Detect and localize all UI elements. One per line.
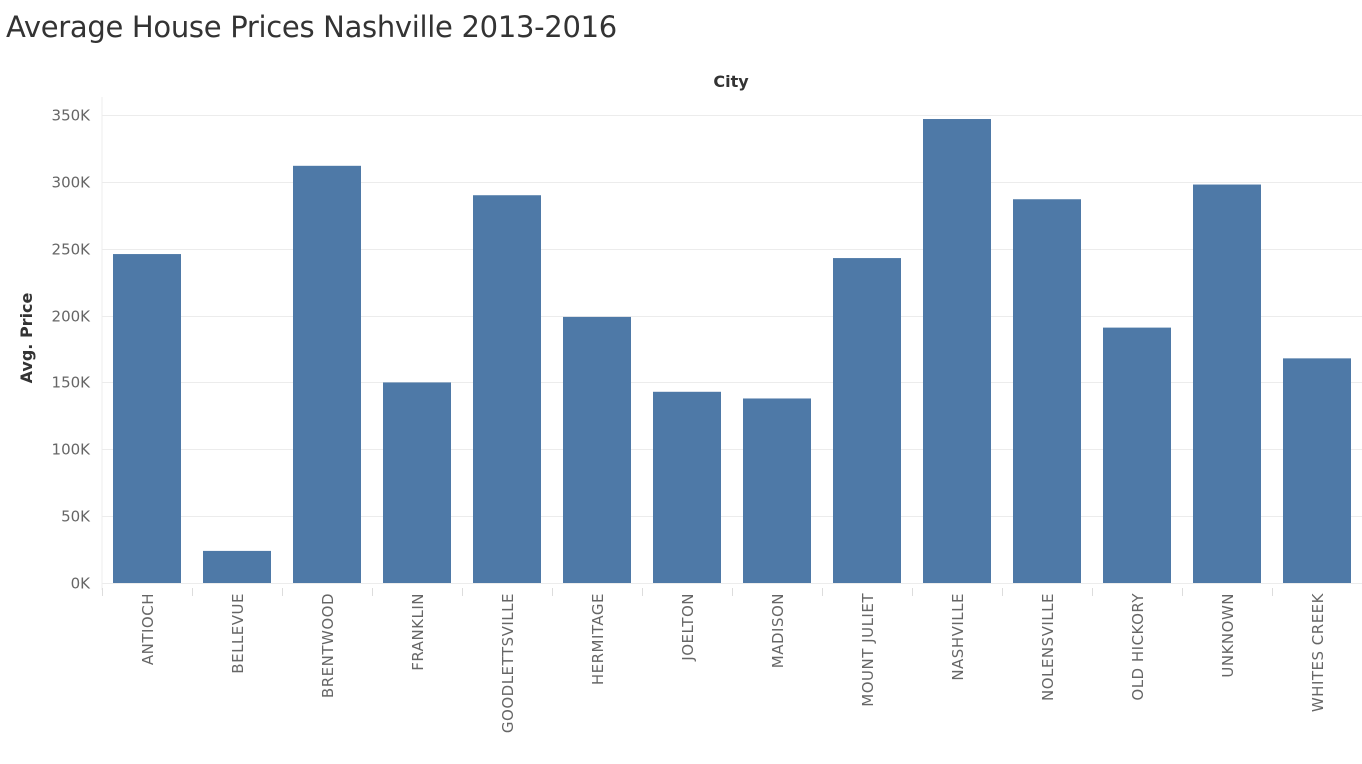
bar-hermitage[interactable]: [563, 316, 631, 583]
x-tick-label: ANTIOCH: [139, 593, 157, 665]
bar-antioch[interactable]: [113, 254, 181, 583]
bar-unknown[interactable]: [1193, 184, 1261, 583]
x-tick-label: MOUNT JULIET: [859, 593, 877, 707]
bar-nashville[interactable]: [923, 119, 991, 584]
bar-madison[interactable]: [743, 398, 811, 583]
y-tick-label: 0K: [71, 575, 92, 593]
bar-whites-creek[interactable]: [1283, 358, 1351, 583]
bars: [113, 119, 1351, 584]
x-axis-ticks: ANTIOCH BELLEVUE BRENTWOOD FRANKLIN GOODLETT…: [102, 588, 1327, 733]
y-axis-title: Avg. Price: [17, 292, 36, 383]
x-tick-label: OLD HICKORY: [1129, 593, 1147, 701]
x-tick-label: FRANKLIN: [409, 593, 427, 671]
y-tick-label: 50K: [61, 508, 91, 526]
x-tick-label: NOLENSVILLE: [1039, 593, 1057, 701]
bar-nolensville[interactable]: [1013, 199, 1081, 584]
gridlines: [101, 97, 1362, 590]
bar-bellevue[interactable]: [203, 550, 271, 583]
bar-brentwood[interactable]: [293, 165, 361, 583]
y-axis-ticks: 0K 50K 100K 150K 200K 250K 300K 350K: [52, 107, 92, 593]
chart-title: Average House Prices Nashville 2013-2016: [6, 10, 617, 44]
bar-goodlettsville[interactable]: [473, 195, 541, 583]
y-tick-label: 350K: [52, 107, 92, 125]
x-tick-label: WHITES CREEK: [1309, 592, 1327, 712]
y-tick-label: 150K: [52, 374, 92, 392]
y-tick-label: 200K: [52, 308, 92, 326]
bar-mount-juliet[interactable]: [833, 258, 901, 583]
x-tick-label: BELLEVUE: [229, 593, 247, 674]
y-tick-label: 100K: [52, 441, 92, 459]
bar-franklin[interactable]: [383, 382, 451, 583]
bar-old-hickory[interactable]: [1103, 327, 1171, 583]
x-tick-label: GOODLETTSVILLE: [499, 593, 517, 733]
x-axis-title: City: [713, 72, 749, 91]
bar-joelton[interactable]: [653, 391, 721, 583]
x-tick-label: MADISON: [769, 593, 787, 668]
x-tick-label: HERMITAGE: [589, 593, 607, 685]
x-tick-label: NASHVILLE: [949, 593, 967, 681]
x-tick-label: UNKNOWN: [1219, 593, 1237, 678]
x-tick-label: JOELTON: [679, 593, 697, 662]
y-tick-label: 250K: [52, 241, 92, 259]
y-tick-label: 300K: [52, 174, 92, 192]
x-tick-label: BRENTWOOD: [319, 593, 337, 698]
